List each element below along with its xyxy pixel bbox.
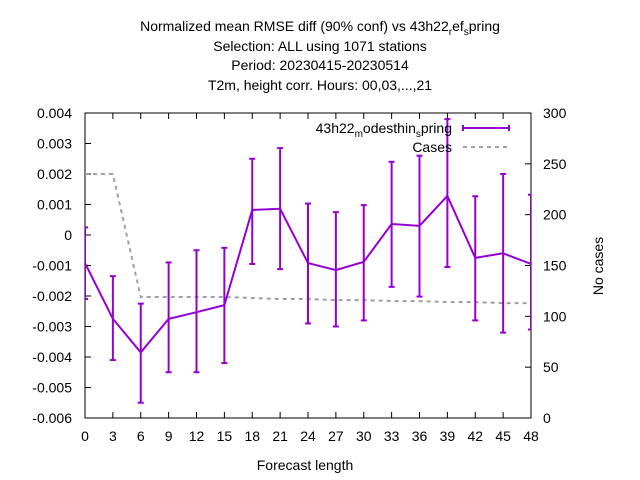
y-tick-label: 0.001 xyxy=(37,197,72,213)
x-tick-label: 36 xyxy=(412,428,428,444)
y-tick-label: -0.006 xyxy=(32,410,72,426)
chart-title-line-1: Normalized mean RMSE diff (90% conf) vs … xyxy=(140,18,500,38)
axis-ticks: 0 3 6 9 12 15 18 21 24 27 30 33 36 39 42 45 480.0040.003… xyxy=(32,105,566,444)
y-tick-label: 0.004 xyxy=(37,105,72,121)
y-tick-label: 0.002 xyxy=(37,166,72,182)
series-layer xyxy=(85,118,531,404)
x-tick-label: 18 xyxy=(244,428,260,444)
x-tick-label: 6 xyxy=(137,428,145,444)
chart-title-line-2: Selection: ALL using 1071 stations xyxy=(213,38,427,54)
chart-title-line-3: Period: 20230415-20230514 xyxy=(231,57,409,73)
y-tick-label: -0.001 xyxy=(32,258,72,274)
legend-label-cases: Cases xyxy=(412,139,452,155)
y2-tick-label: 300 xyxy=(543,105,567,121)
y-tick-label: -0.005 xyxy=(32,380,72,396)
chart-title-line-4: T2m, height corr. Hours: 00,03,...,21 xyxy=(207,77,433,93)
x-tick-label: 45 xyxy=(495,428,511,444)
x-tick-label: 9 xyxy=(165,428,173,444)
x-tick-label: 3 xyxy=(109,428,117,444)
y-tick-label: 0 xyxy=(64,227,72,243)
y2-tick-label: 250 xyxy=(543,156,567,172)
y2-axis-label: No cases xyxy=(590,237,606,295)
x-tick-label: 15 xyxy=(217,428,233,444)
y-tick-label: 0.003 xyxy=(37,136,72,152)
x-tick-label: 24 xyxy=(300,428,316,444)
x-axis-label: Forecast length xyxy=(257,457,354,473)
y-tick-label: -0.002 xyxy=(32,288,72,304)
x-tick-label: 33 xyxy=(384,428,400,444)
x-tick-label: 39 xyxy=(440,428,456,444)
x-tick-label: 27 xyxy=(328,428,344,444)
y2-tick-label: 50 xyxy=(543,359,559,375)
x-tick-label: 48 xyxy=(523,428,539,444)
x-tick-label: 42 xyxy=(467,428,483,444)
y2-tick-label: 0 xyxy=(543,410,551,426)
x-tick-label: 21 xyxy=(272,428,288,444)
x-tick-label: 12 xyxy=(189,428,205,444)
x-tick-label: 30 xyxy=(356,428,372,444)
y2-tick-label: 100 xyxy=(543,308,567,324)
y-tick-label: -0.004 xyxy=(32,349,72,365)
y-tick-label: -0.003 xyxy=(32,319,72,335)
x-tick-label: 0 xyxy=(81,428,89,444)
y2-tick-label: 200 xyxy=(543,207,567,223)
y2-tick-label: 150 xyxy=(543,258,567,274)
legend-label-main: 43h22modesthinspring xyxy=(316,120,452,140)
